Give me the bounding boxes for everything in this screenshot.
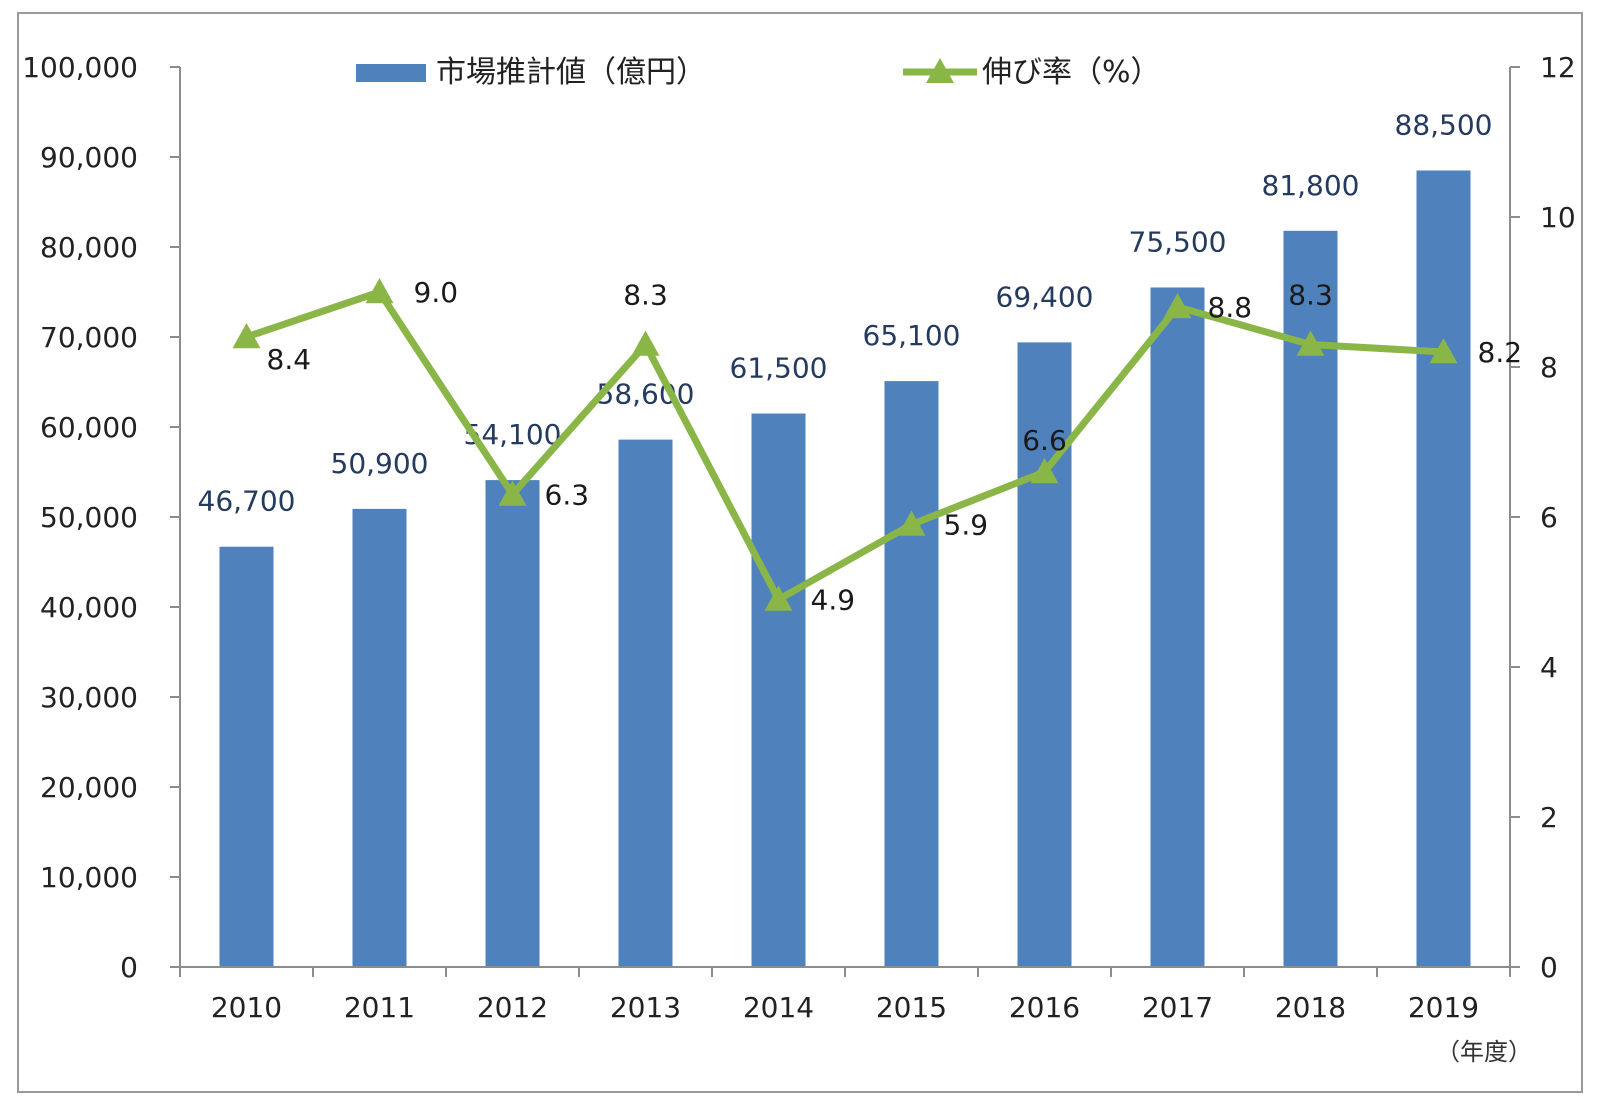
line-value-label: 9.0 [414, 276, 459, 309]
x-tick-label: 2016 [1009, 991, 1080, 1024]
bar-2014 [751, 413, 806, 967]
left-tick-label: 30,000 [40, 681, 138, 714]
left-tick-label: 0 [120, 951, 138, 984]
bar-2010 [219, 546, 274, 967]
left-tick-label: 80,000 [40, 231, 138, 264]
line-value-label: 8.2 [1478, 336, 1523, 369]
bar-2017 [1150, 287, 1205, 967]
legend-line-label: 伸び率（%） [982, 55, 1161, 90]
x-tick-label: 2010 [211, 991, 282, 1024]
right-tick-label: 12 [1540, 51, 1576, 84]
right-tick-label: 0 [1540, 951, 1558, 984]
bar-2012 [485, 480, 540, 967]
bar-2019 [1416, 170, 1471, 967]
x-tick-label: 2014 [743, 991, 814, 1024]
growth-rate-marker-2016 [1030, 458, 1059, 484]
line-value-label: 8.3 [623, 279, 668, 312]
right-tick-label: 10 [1540, 201, 1576, 234]
bar-value-label: 61,500 [730, 352, 828, 385]
left-tick-label: 40,000 [40, 591, 138, 624]
line-value-label: 8.3 [1288, 279, 1333, 312]
growth-rate-marker-2015 [897, 510, 926, 536]
x-tick-label: 2015 [876, 991, 947, 1024]
left-tick-label: 100,000 [22, 51, 138, 84]
line-value-label: 6.3 [545, 479, 590, 512]
right-tick-label: 8 [1540, 351, 1558, 384]
line-value-label: 6.6 [1022, 424, 1067, 457]
growth-rate-marker-2018 [1296, 330, 1325, 356]
line-value-label: 8.8 [1208, 291, 1253, 324]
bar-2013 [618, 439, 673, 968]
bar-2015 [884, 381, 939, 968]
line-value-label: 4.9 [811, 584, 856, 617]
legend-bar-swatch [356, 64, 426, 82]
left-tick-label: 90,000 [40, 141, 138, 174]
bar-value-label: 65,100 [863, 319, 961, 352]
right-tick-label: 6 [1540, 501, 1558, 534]
left-tick-label: 50,000 [40, 501, 138, 534]
bar-value-label: 50,900 [331, 447, 429, 480]
bar-value-label: 75,500 [1129, 226, 1227, 259]
growth-rate-marker-2019 [1429, 338, 1458, 364]
line-value-label: 5.9 [944, 509, 989, 542]
growth-rate-marker-2014 [764, 585, 793, 611]
bar-value-label: 46,700 [198, 485, 296, 518]
right-tick-label: 4 [1540, 651, 1558, 684]
growth-rate-marker-2013 [631, 330, 660, 356]
growth-rate-marker-2010 [232, 323, 261, 349]
left-tick-label: 70,000 [40, 321, 138, 354]
bar-2011 [352, 508, 407, 967]
x-tick-label: 2017 [1142, 991, 1213, 1024]
left-tick-label: 20,000 [40, 771, 138, 804]
legend-line-marker-icon [926, 58, 954, 83]
growth-rate-line [245, 288, 1444, 603]
x-tick-label: 2013 [610, 991, 681, 1024]
bar-value-label: 88,500 [1395, 109, 1493, 142]
left-tick-label: 10,000 [40, 861, 138, 894]
growth-rate-marker-2012 [498, 480, 527, 506]
x-tick-label: 2019 [1408, 991, 1479, 1024]
x-tick-label: 2011 [344, 991, 415, 1024]
x-tick-label: 2012 [477, 991, 548, 1024]
x-tick-label: 2018 [1275, 991, 1346, 1024]
line-value-label: 8.4 [267, 343, 312, 376]
right-tick-label: 2 [1540, 801, 1558, 834]
bar-value-label: 81,800 [1262, 169, 1360, 202]
legend-bar-label: 市場推計値（億円） [436, 55, 706, 90]
x-axis-unit-label: （年度） [1436, 1038, 1532, 1066]
left-tick-label: 60,000 [40, 411, 138, 444]
growth-rate-marker-2011 [365, 278, 394, 304]
bar-value-label: 69,400 [996, 280, 1094, 313]
growth-rate-marker-2017 [1163, 293, 1192, 319]
